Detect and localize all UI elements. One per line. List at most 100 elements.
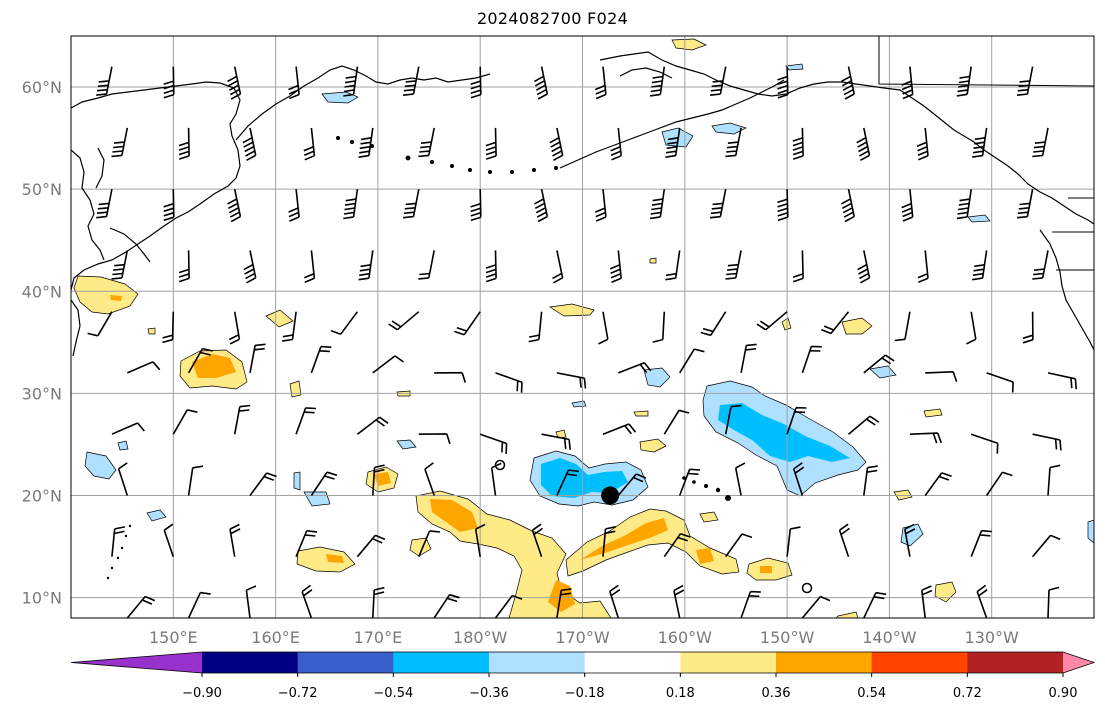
wind-barb [187, 591, 211, 618]
wind-barb [725, 250, 742, 280]
storm-center-marker [601, 486, 620, 505]
wind-barb [356, 416, 389, 435]
wind-barb [777, 189, 789, 222]
lon-tick-label: 150°E [149, 628, 198, 647]
contour-fields [73, 38, 1094, 618]
wind-barb [1032, 127, 1049, 158]
wind-barb [617, 473, 647, 497]
wind-barb [956, 66, 972, 97]
wind-barb [96, 189, 113, 219]
wind-barb [976, 584, 988, 618]
wind-barb [372, 355, 404, 374]
wind-barb [924, 472, 952, 496]
wind-barb [863, 591, 887, 618]
wind-barb [709, 189, 727, 219]
wind-barb [740, 343, 757, 374]
lat-tick-label: 30°N [22, 384, 62, 403]
lon-tick-label: 160°W [658, 628, 713, 647]
wind-barb [303, 250, 316, 284]
wind-barb [229, 523, 241, 557]
lat-tick-label: 40°N [22, 282, 62, 301]
colorbar-tick-label: −0.18 [565, 686, 605, 701]
wind-barb [470, 189, 482, 222]
wind-barb [649, 66, 666, 97]
wind-barb [556, 469, 579, 496]
wind-barb [1032, 250, 1049, 280]
wind-barb [227, 189, 242, 223]
wind-barb [541, 433, 571, 450]
colorbar-extend-low [71, 652, 202, 673]
wind-barb [894, 311, 911, 342]
wind-barb [310, 345, 332, 374]
wind-barb [126, 595, 156, 618]
colorbar-segment [680, 652, 777, 673]
wind-barb [434, 371, 467, 383]
wind-barb [433, 593, 460, 618]
wind-barb [792, 127, 804, 160]
wind-barb [295, 407, 317, 435]
positive-anomaly-regions [73, 38, 957, 618]
lon-tick-label: 180°W [453, 628, 508, 647]
wind-barb [598, 311, 609, 345]
wind-barb [87, 311, 113, 337]
wind-barb [243, 250, 257, 284]
wind-barb [163, 189, 175, 222]
wind-barb [985, 471, 1013, 496]
wind-barb [856, 127, 871, 162]
wind-barb [494, 594, 523, 618]
wind-barb [956, 189, 972, 220]
wind-barb [301, 584, 313, 618]
wind-barb [901, 189, 914, 222]
wind-barb [242, 127, 257, 162]
wind-barb [117, 462, 129, 496]
wind-barb [602, 526, 616, 557]
wind-barb [840, 189, 855, 223]
wind-barb [330, 311, 359, 335]
wind-barb [295, 530, 318, 558]
wind-barb [556, 372, 587, 389]
wind-barb [1016, 189, 1034, 219]
open-circle-markers [494, 459, 813, 594]
wind-barb [618, 361, 652, 374]
wind-barb [111, 127, 129, 158]
wind-barb [162, 311, 175, 344]
wind-barb [1031, 534, 1061, 558]
wind-barb [403, 66, 420, 96]
wind-barb [970, 433, 999, 454]
wind-barb [863, 354, 895, 374]
wind-barb [917, 250, 929, 284]
wind-barb [840, 66, 855, 100]
wind-barb [1032, 433, 1062, 451]
wind-barb [534, 66, 549, 100]
wind-barb [679, 348, 705, 374]
wind-barb [904, 523, 916, 557]
wind-barbs [87, 66, 1077, 618]
wind-barb [418, 250, 435, 280]
lon-tick-label: 130°W [965, 628, 1020, 647]
wind-barb [678, 468, 701, 496]
lat-tick-label: 60°N [22, 78, 62, 97]
lat-tick-label: 50°N [22, 180, 62, 199]
wind-barb [801, 345, 822, 374]
wind-barb [909, 432, 942, 444]
wind-barb [792, 462, 805, 496]
wind-barb [358, 250, 374, 281]
wind-barb [474, 523, 486, 557]
wind-barb [665, 127, 681, 158]
map-title: 2024082700 F024 [476, 9, 629, 28]
wind-barb [403, 189, 420, 219]
wind-barb [724, 404, 742, 435]
wind-barb [233, 404, 251, 435]
colorbar-segment [297, 652, 394, 673]
colorbar: −0.90 −0.72 −0.54 −0.36 −0.18 0.18 0.36 0.54 0.7… [70, 651, 1096, 701]
lon-tick-label: 150°W [760, 628, 815, 647]
wind-barb [594, 66, 607, 100]
wind-barb [857, 250, 871, 284]
wind-barb [245, 585, 257, 618]
wind-barb [663, 533, 691, 558]
wind-barb [649, 189, 666, 220]
wind-barb [602, 423, 637, 435]
wind-barb [916, 127, 929, 161]
colorbar-tick-label: −0.90 [182, 686, 222, 701]
